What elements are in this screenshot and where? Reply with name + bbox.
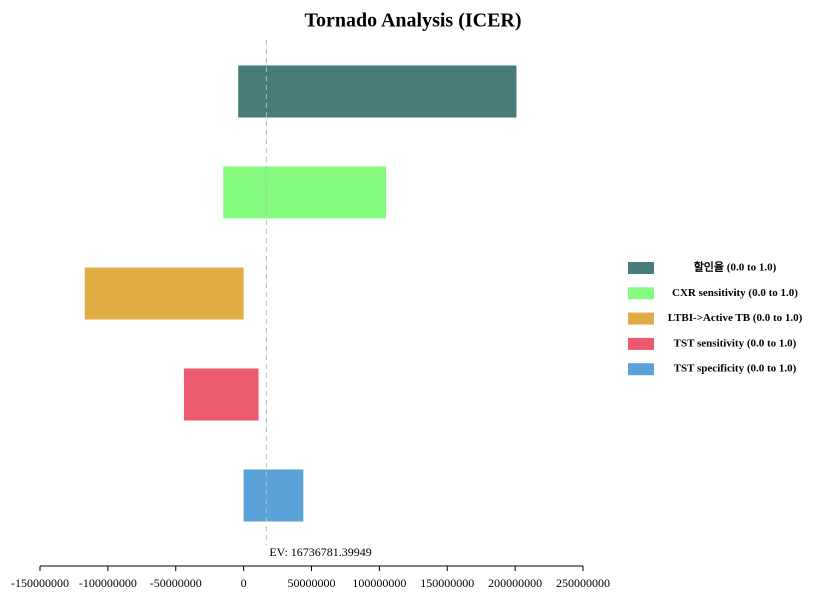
x-tick-label: 100000000 <box>352 576 406 590</box>
legend-swatch <box>628 312 654 325</box>
bar <box>238 65 517 118</box>
legend-swatch <box>628 337 654 350</box>
bar <box>183 368 259 421</box>
legend-swatch <box>628 287 654 300</box>
bar <box>243 469 304 522</box>
x-tick-label: 250000000 <box>556 576 610 590</box>
x-tick-label: 0 <box>241 576 247 590</box>
ev-label: EV: 16736781.39949 <box>269 545 371 559</box>
legend-label: CXR sensitivity (0.0 to 1.0) <box>672 287 798 299</box>
bar <box>84 267 244 320</box>
legend-label: 할인율 (0.0 to 1.0) <box>694 260 777 274</box>
legend-label: TST specificity (0.0 to 1.0) <box>674 363 797 375</box>
x-tick-label: 50000000 <box>288 576 336 590</box>
x-tick-label: 200000000 <box>488 576 542 590</box>
x-tick-label: -100000000 <box>79 576 137 590</box>
bar <box>223 166 387 219</box>
chart-title: Tornado Analysis (ICER) <box>304 10 521 32</box>
x-tick-label: -50000000 <box>150 576 202 590</box>
legend-label: TST sensitivity (0.0 to 1.0) <box>674 337 797 349</box>
legend-swatch <box>628 363 654 376</box>
legend-label: LTBI->Active TB (0.0 to 1.0) <box>668 312 803 324</box>
x-tick-label: -150000000 <box>11 576 69 590</box>
legend-swatch <box>628 262 654 274</box>
x-tick-label: 150000000 <box>420 576 474 590</box>
